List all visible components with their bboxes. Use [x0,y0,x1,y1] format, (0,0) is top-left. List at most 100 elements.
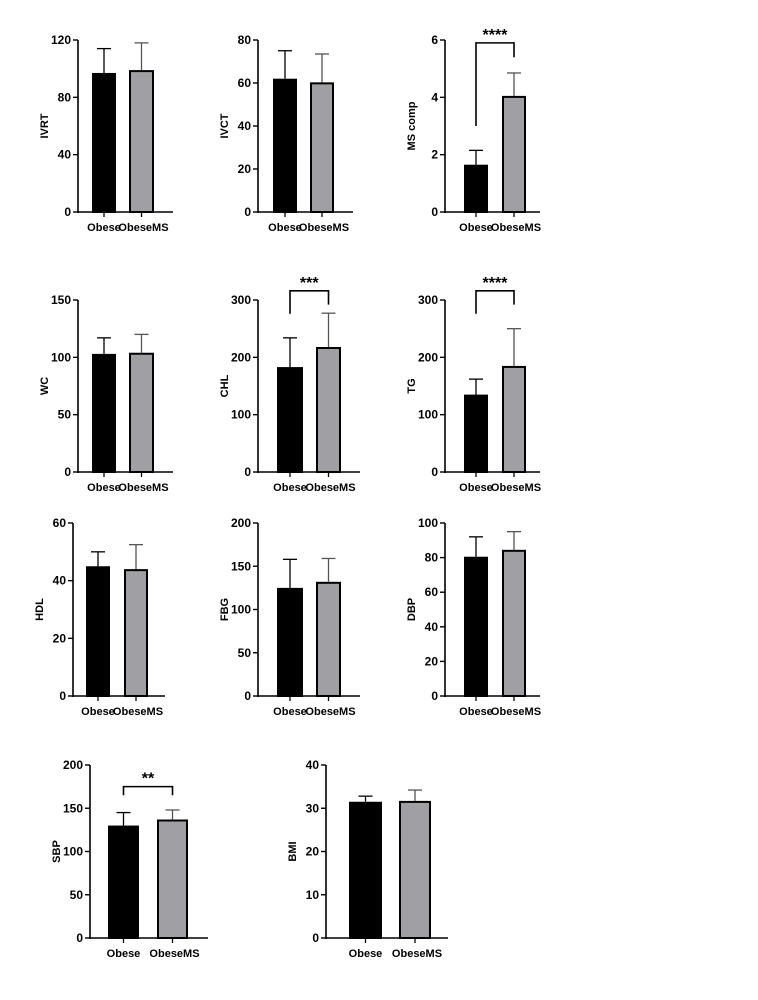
bar-obesems [502,549,526,697]
category-label: Obese [459,222,493,234]
bar-obese [464,556,488,697]
y-tick-label: 100 [231,408,251,422]
y-tick-label: 20 [306,845,320,859]
category-label: ObeseMS [491,482,541,494]
category-label: ObeseMS [491,706,541,718]
y-axis-label: IVCT [219,113,231,138]
category-label: ObeseMS [392,948,442,960]
y-tick-label: 0 [59,689,66,703]
y-axis-label: CHL [219,374,231,397]
y-tick-label: 20 [425,654,439,668]
y-tick-label: 200 [63,758,83,772]
y-tick-label: 10 [306,888,320,902]
category-label: Obese [107,948,141,960]
y-tick-label: 2 [431,148,438,162]
category-label: ObeseMS [118,482,168,494]
y-tick-label: 100 [418,516,438,530]
y-axis-label: SBP [51,840,63,863]
category-label: ObeseMS [305,482,355,494]
y-tick-label: 0 [431,205,438,219]
bar-obesems [129,70,154,213]
category-label: Obese [273,482,307,494]
category-label: Obese [268,222,302,234]
y-axis-label: DBP [406,598,418,621]
category-label: Obese [87,222,121,234]
y-tick-label: 300 [418,293,438,307]
bar-obese [273,78,297,213]
y-tick-label: 40 [53,574,67,588]
y-axis-label: IVRT [39,113,51,138]
y-tick-label: 80 [425,551,439,565]
significance-label: **** [483,275,509,292]
category-label: Obese [349,948,383,960]
bar-obesems [502,365,526,473]
y-tick-label: 20 [53,631,67,645]
category-label: ObeseMS [149,948,199,960]
bar-obese [277,367,303,473]
category-label: Obese [81,706,115,718]
y-tick-label: 80 [58,90,72,104]
y-tick-label: 150 [51,293,71,307]
significance-bracket [289,290,330,314]
significance-label: ** [142,771,155,788]
y-tick-label: 200 [231,516,251,530]
y-axis-label: MS comp [406,101,418,150]
significance-label: *** [300,275,319,292]
bar-obese [86,566,110,697]
category-label: Obese [87,482,121,494]
bar-obese [349,801,382,940]
significance-bracket [122,785,174,796]
y-tick-label: 0 [244,205,251,219]
category-label: ObeseMS [113,706,163,718]
y-tick-label: 0 [64,205,71,219]
bar-obesems [399,800,431,940]
category-label: ObeseMS [299,222,349,234]
category-label: ObeseMS [491,222,541,234]
bar-obesems [316,581,341,698]
y-tick-label: 20 [238,162,252,176]
category-label: Obese [273,706,307,718]
y-tick-label: 60 [425,585,439,599]
y-tick-label: 6 [431,33,438,47]
y-tick-label: 50 [70,888,84,902]
y-tick-label: 120 [51,33,71,47]
bar-obese [108,825,139,939]
y-tick-label: 100 [418,408,438,422]
bar-obesems [157,819,188,939]
category-label: ObeseMS [305,706,355,718]
bar-obese [464,394,488,474]
category-label: Obese [459,482,493,494]
y-axis-label: TG [406,378,418,393]
y-tick-label: 40 [425,620,439,634]
y-tick-label: 150 [63,801,83,815]
bar-obese [277,587,303,697]
y-axis-label: WC [39,377,51,395]
significance-label: **** [483,27,509,44]
y-tick-label: 80 [238,33,252,47]
y-tick-label: 60 [238,76,252,90]
y-axis-label: FBG [219,598,231,621]
significance-bracket [475,42,515,126]
y-tick-label: 40 [58,148,72,162]
bar-obesems [316,347,341,473]
y-axis-label: HDL [34,598,46,621]
y-tick-label: 0 [76,931,83,945]
y-tick-label: 30 [306,801,320,815]
y-axis-label: BMI [287,841,299,861]
bar-obesems [124,569,148,698]
y-tick-label: 50 [58,408,72,422]
bar-obese [92,353,116,474]
y-tick-label: 40 [306,758,320,772]
y-tick-label: 150 [231,559,251,573]
y-tick-label: 50 [238,646,252,660]
